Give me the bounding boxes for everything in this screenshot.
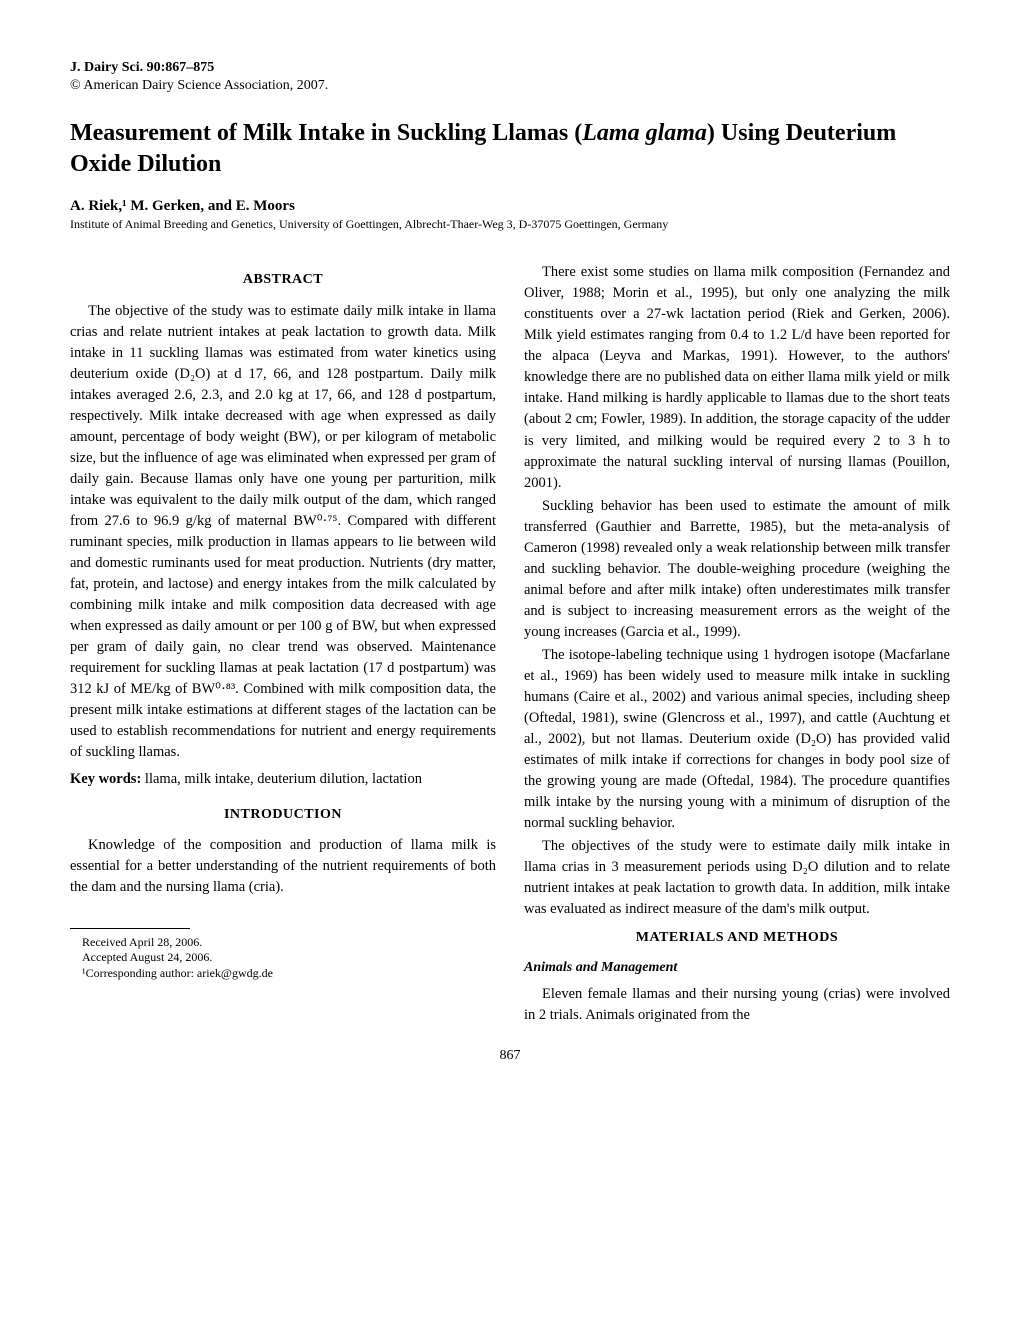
abstract-heading: ABSTRACT xyxy=(70,270,496,290)
right-column: There exist some studies on llama milk c… xyxy=(524,262,950,1028)
title-species: Lama glama xyxy=(582,120,707,146)
authors-line: A. Riek,¹ M. Gerken, and E. Moors xyxy=(70,198,950,215)
two-column-body: ABSTRACT The objective of the study was … xyxy=(70,262,950,1028)
footnote-received: Received April 28, 2006. xyxy=(70,935,496,951)
introduction-paragraph-1: Knowledge of the composition and product… xyxy=(70,835,496,898)
footnote-accepted: Accepted August 24, 2006. xyxy=(70,950,496,966)
body-paragraph-2: Suckling behavior has been used to estim… xyxy=(524,496,950,643)
title-main: Measurement of Milk Intake in Suckling L… xyxy=(70,120,582,146)
keywords-text: llama, milk intake, deuterium dilution, … xyxy=(141,771,422,787)
body-paragraph-4: The objectives of the study were to esti… xyxy=(524,836,950,920)
journal-citation: J. Dairy Sci. 90:867–875 xyxy=(70,60,950,76)
left-column: ABSTRACT The objective of the study was … xyxy=(70,262,496,1028)
affiliation-line: Institute of Animal Breeding and Genetic… xyxy=(70,217,950,232)
materials-paragraph-1: Eleven female llamas and their nursing y… xyxy=(524,984,950,1026)
keywords-line: Key words: llama, milk intake, deuterium… xyxy=(70,769,496,790)
article-title: Measurement of Milk Intake in Suckling L… xyxy=(70,118,950,180)
keywords-label: Key words: xyxy=(70,771,141,787)
materials-heading: MATERIALS AND METHODS xyxy=(524,928,950,948)
copyright-line: © American Dairy Science Association, 20… xyxy=(70,78,950,94)
footnote-rule xyxy=(70,928,190,929)
animals-subheading: Animals and Management xyxy=(524,958,950,978)
body-paragraph-3: The isotope-labeling technique using 1 h… xyxy=(524,645,950,834)
footnote-corresponding: ¹Corresponding author: ariek@gwdg.de xyxy=(70,966,496,982)
introduction-heading: INTRODUCTION xyxy=(70,805,496,825)
abstract-paragraph: The objective of the study was to estima… xyxy=(70,301,496,763)
body-paragraph-1: There exist some studies on llama milk c… xyxy=(524,262,950,493)
page-number: 867 xyxy=(70,1048,950,1064)
